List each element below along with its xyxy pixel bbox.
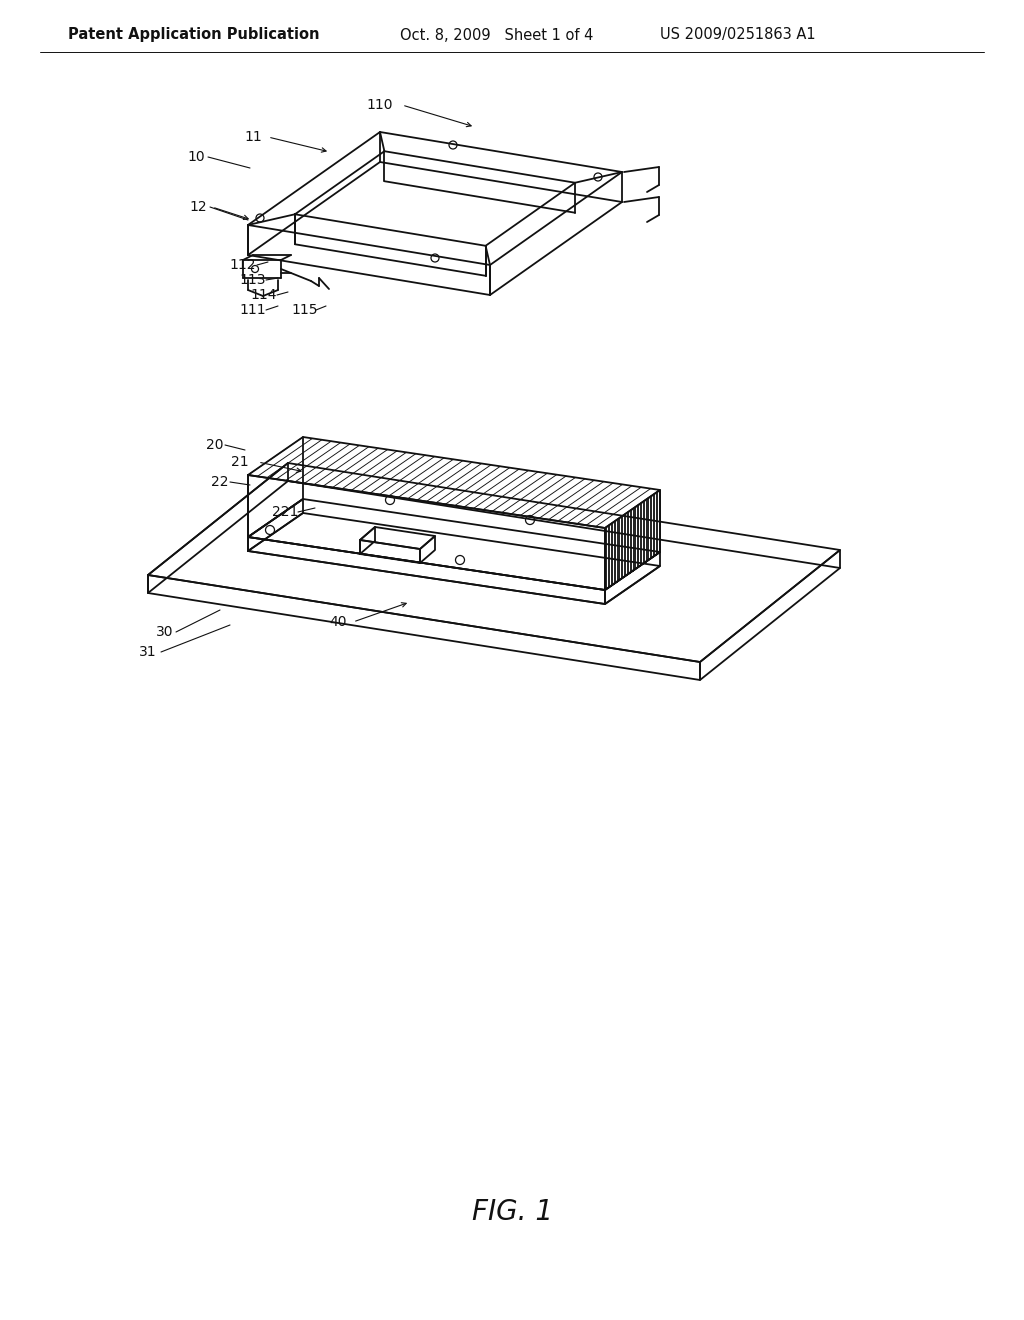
Text: 40: 40 xyxy=(330,615,347,630)
Text: FIG. 1: FIG. 1 xyxy=(471,1199,553,1226)
Text: Oct. 8, 2009   Sheet 1 of 4: Oct. 8, 2009 Sheet 1 of 4 xyxy=(400,28,593,42)
Text: 11: 11 xyxy=(244,129,262,144)
Text: 113: 113 xyxy=(240,273,266,286)
Text: 31: 31 xyxy=(139,645,157,659)
Text: 112: 112 xyxy=(229,257,256,272)
Text: 12: 12 xyxy=(189,201,207,214)
Text: 30: 30 xyxy=(157,624,174,639)
Text: Patent Application Publication: Patent Application Publication xyxy=(68,28,319,42)
Text: 21: 21 xyxy=(231,455,249,469)
Text: 221: 221 xyxy=(271,506,298,519)
Text: 110: 110 xyxy=(367,98,393,112)
Text: 115: 115 xyxy=(292,304,318,317)
Text: 114: 114 xyxy=(251,288,278,302)
Text: 20: 20 xyxy=(206,438,224,451)
Text: 111: 111 xyxy=(240,304,266,317)
Text: 22: 22 xyxy=(211,475,228,488)
Text: 10: 10 xyxy=(187,150,205,164)
Text: US 2009/0251863 A1: US 2009/0251863 A1 xyxy=(660,28,816,42)
